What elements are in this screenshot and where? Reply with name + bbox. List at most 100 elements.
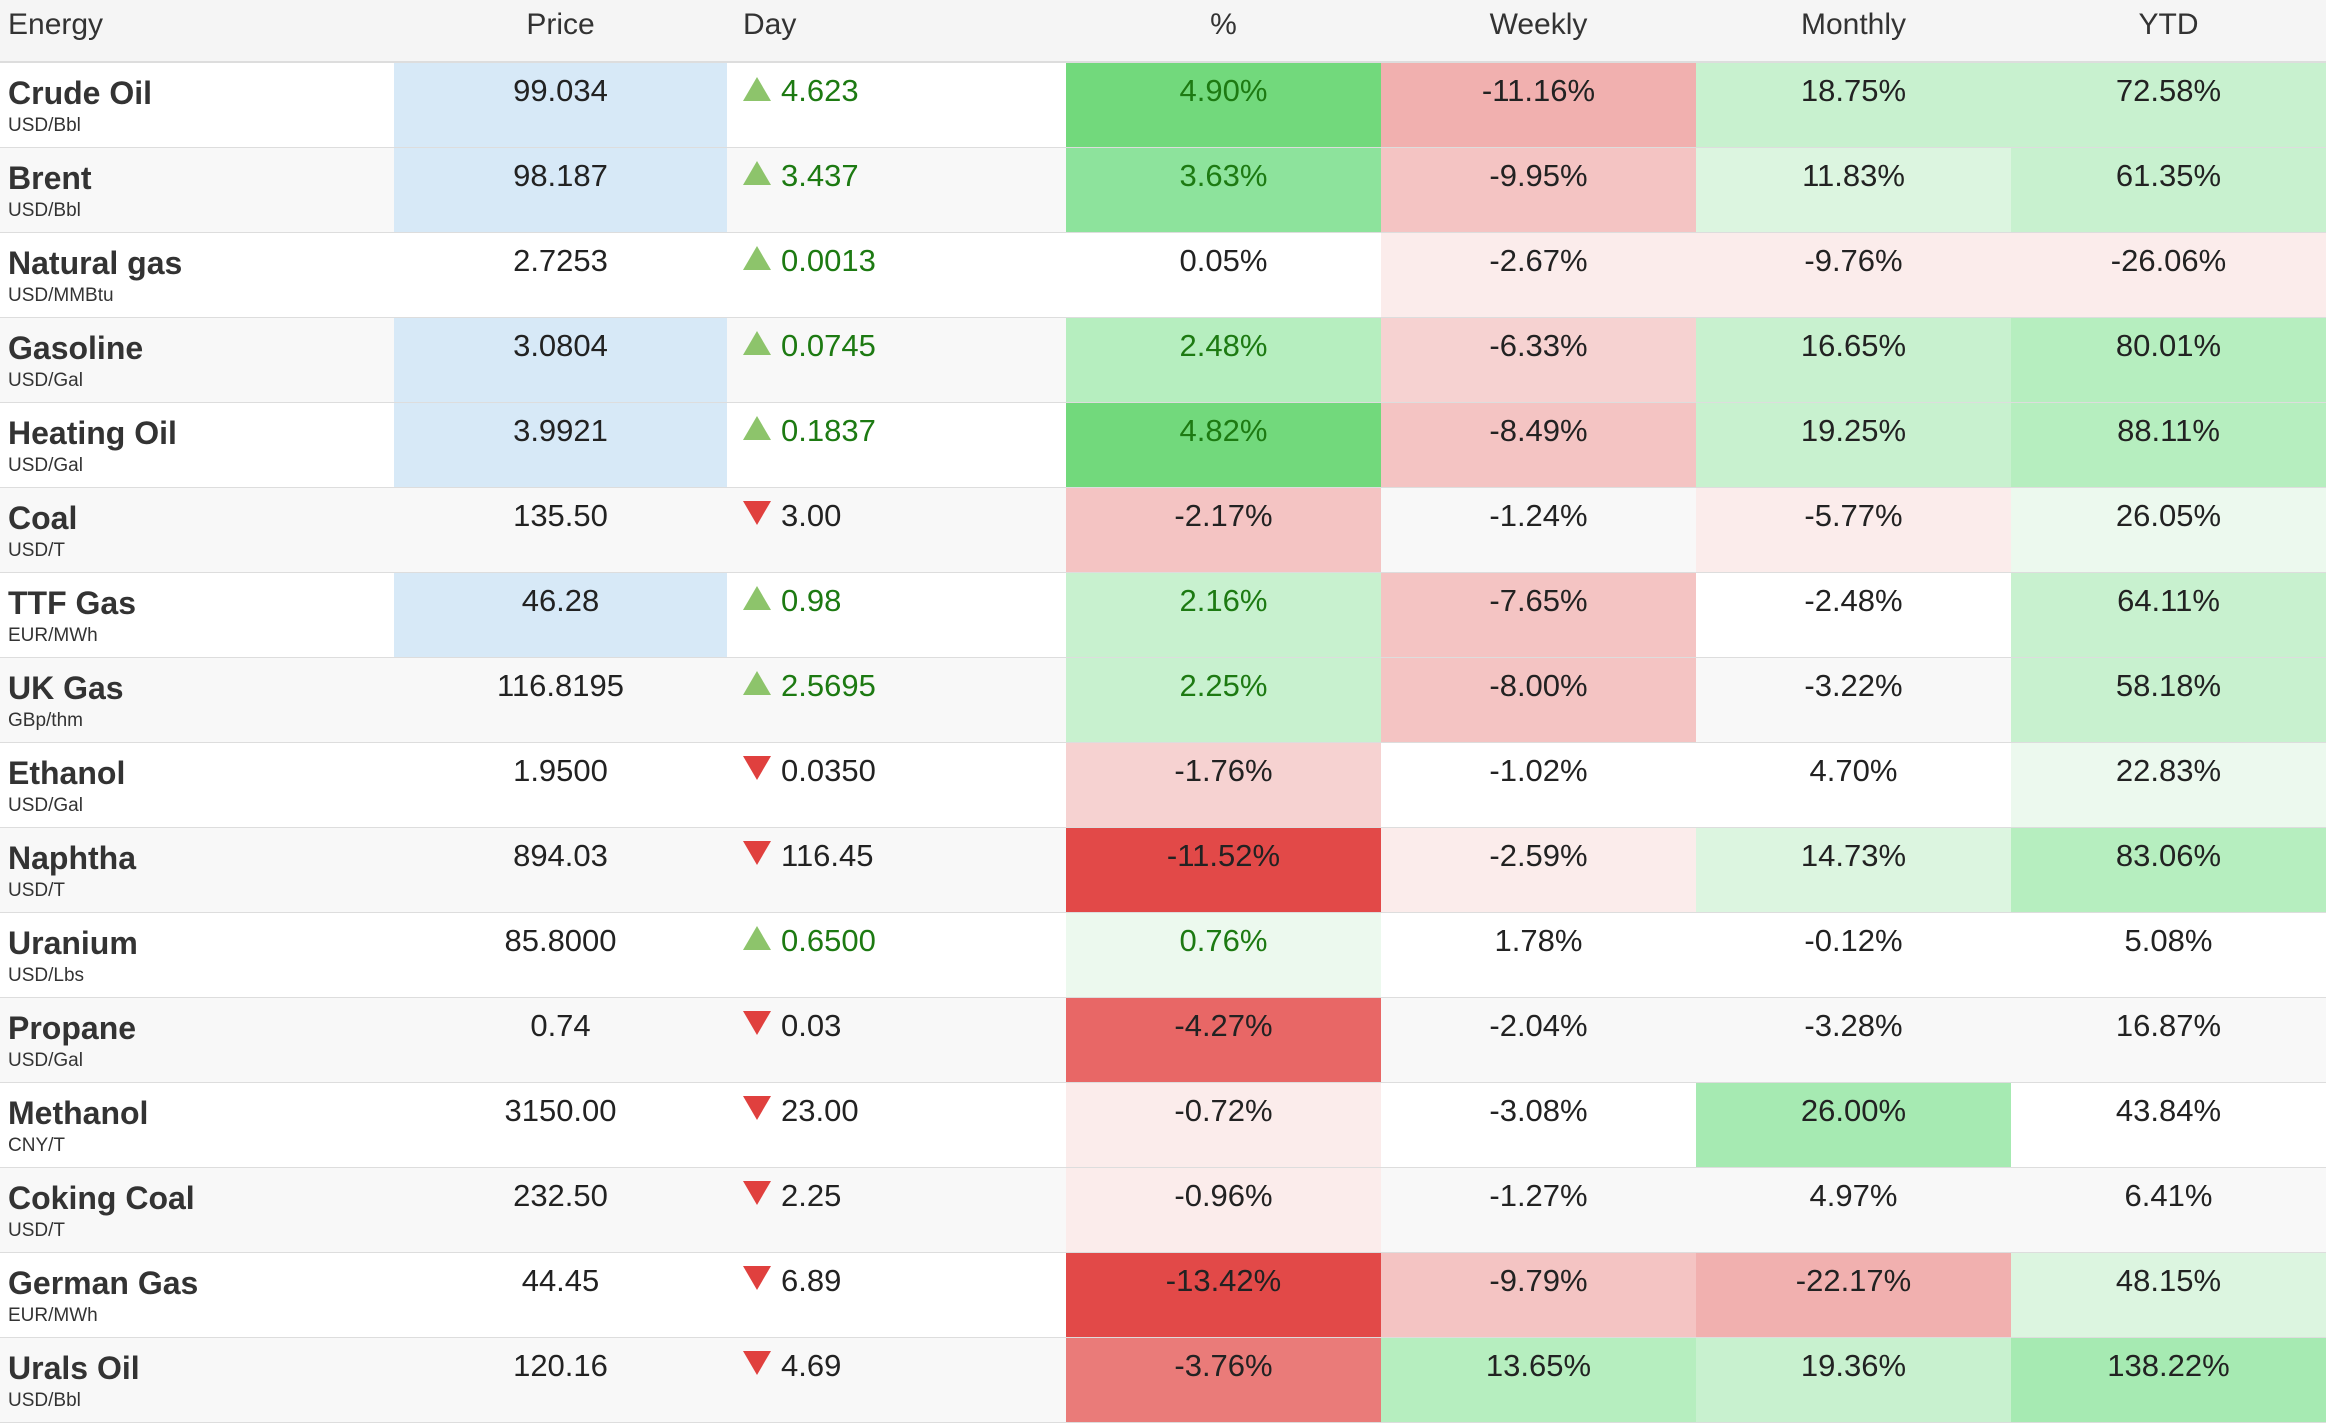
column-header-percent[interactable]: %: [1066, 0, 1381, 63]
commodity-cell: Uranium USD/Lbs: [0, 912, 394, 998]
weekly-change-cell: -7.65%: [1381, 572, 1696, 658]
monthly-change-cell: 4.97%: [1696, 1167, 2011, 1253]
triangle-up-icon: [743, 416, 771, 441]
monthly-change-cell: -0.12%: [1696, 912, 2011, 998]
weekly-change-cell: -9.95%: [1381, 147, 1696, 233]
day-change-value: 0.1837: [781, 412, 876, 448]
commodity-name-link[interactable]: Heating Oil: [8, 414, 177, 451]
weekly-change-cell: -11.16%: [1381, 62, 1696, 148]
table-row[interactable]: German Gas EUR/MWh 44.45 6.89 -13.42% -9.79% -…: [0, 1252, 2326, 1338]
day-change-cell: 4.623: [727, 62, 1066, 148]
table-row[interactable]: Brent USD/Bbl 98.187 3.437 3.63% -9.95% 11.83%…: [0, 147, 2326, 233]
commodity-name-link[interactable]: Natural gas: [8, 244, 183, 281]
commodity-unit: USD/Bbl: [8, 115, 81, 136]
commodity-name-link[interactable]: Brent: [8, 159, 92, 196]
column-header-ytd[interactable]: YTD: [2011, 0, 2326, 63]
triangle-down-icon: [743, 1266, 771, 1291]
table-row[interactable]: Crude Oil USD/Bbl 99.034 4.623 4.90% -11.16% 1…: [0, 62, 2326, 148]
monthly-change-cell: -3.22%: [1696, 657, 2011, 743]
table-row[interactable]: Methanol CNY/T 3150.00 23.00 -0.72% -3.08% 26.…: [0, 1082, 2326, 1168]
column-header-day[interactable]: Day: [727, 0, 1066, 63]
table-row[interactable]: Gasoline USD/Gal 3.0804 0.0745 2.48% -6.33% 16…: [0, 317, 2326, 403]
commodity-cell: Methanol CNY/T: [0, 1082, 394, 1168]
column-header-weekly[interactable]: Weekly: [1381, 0, 1696, 63]
table-row[interactable]: Propane USD/Gal 0.74 0.03 -4.27% -2.04% -3.28%…: [0, 997, 2326, 1083]
ytd-change-cell: -26.06%: [2011, 232, 2326, 318]
commodity-name-link[interactable]: Methanol: [8, 1094, 149, 1131]
day-change-cell: 0.0350: [727, 742, 1066, 828]
table-row[interactable]: Urals Oil USD/Bbl 120.16 4.69 -3.76% 13.65% 19…: [0, 1337, 2326, 1423]
table-row[interactable]: UK Gas GBp/thm 116.8195 2.5695 2.25% -8.00% -3…: [0, 657, 2326, 743]
price-cell: 99.034: [394, 62, 727, 148]
ytd-change-cell: 22.83%: [2011, 742, 2326, 828]
commodity-cell: Heating Oil USD/Gal: [0, 402, 394, 488]
commodity-name-link[interactable]: UK Gas: [8, 669, 124, 706]
commodity-unit: USD/T: [8, 879, 65, 901]
day-change-value: 0.98: [781, 582, 842, 618]
triangle-up-icon: [743, 926, 771, 951]
commodity-unit: EUR/MWh: [8, 624, 98, 646]
day-change-cell: 0.03: [727, 997, 1066, 1083]
table-header-row: Energy Price Day % Weekly Monthly YTD: [0, 0, 2326, 63]
price-cell: 0.74: [394, 997, 727, 1083]
commodity-name-link[interactable]: Ethanol: [8, 754, 126, 791]
commodity-cell: Coal USD/T: [0, 487, 394, 573]
table-row[interactable]: Coking Coal USD/T 232.50 2.25 -0.96% -1.27% 4.…: [0, 1167, 2326, 1253]
day-change-value: 116.45: [781, 837, 874, 873]
price-cell: 120.16: [394, 1337, 727, 1423]
triangle-down-icon: [743, 841, 771, 866]
commodity-name-link[interactable]: Naphtha: [8, 839, 136, 876]
commodity-cell: Natural gas USD/MMBtu: [0, 232, 394, 318]
commodity-name-link[interactable]: German Gas: [8, 1264, 199, 1301]
percent-change-cell: -3.76%: [1066, 1337, 1381, 1423]
percent-change-cell: -2.17%: [1066, 487, 1381, 573]
table-row[interactable]: Ethanol USD/Gal 1.9500 0.0350 -1.76% -1.02% 4.…: [0, 742, 2326, 828]
table-row[interactable]: Natural gas USD/MMBtu 2.7253 0.0013 0.05% -2.…: [0, 232, 2326, 318]
table-row[interactable]: Naphtha USD/T 894.03 116.45 -11.52% -2.59% 14.…: [0, 827, 2326, 913]
triangle-down-icon: [743, 1096, 771, 1121]
column-header-monthly[interactable]: Monthly: [1696, 0, 2011, 63]
commodity-name-link[interactable]: Crude Oil: [8, 75, 153, 111]
column-header-energy[interactable]: Energy: [0, 0, 394, 63]
triangle-up-icon: [743, 586, 771, 611]
percent-change-cell: 3.63%: [1066, 147, 1381, 233]
percent-change-cell: -0.96%: [1066, 1167, 1381, 1253]
price-cell: 3.9921: [394, 402, 727, 488]
commodity-name-link[interactable]: Propane: [8, 1009, 137, 1046]
commodity-unit: USD/Gal: [8, 794, 83, 816]
commodity-cell: Gasoline USD/Gal: [0, 317, 394, 403]
day-change-cell: 6.89: [727, 1252, 1066, 1338]
price-cell: 44.45: [394, 1252, 727, 1338]
day-change-cell: 4.69: [727, 1337, 1066, 1423]
price-cell: 85.8000: [394, 912, 727, 998]
commodity-name-link[interactable]: Urals Oil: [8, 1349, 140, 1386]
day-change-cell: 116.45: [727, 827, 1066, 913]
price-cell: 232.50: [394, 1167, 727, 1253]
price-cell: 894.03: [394, 827, 727, 913]
commodity-unit: USD/Lbs: [8, 964, 85, 986]
price-cell: 2.7253: [394, 232, 727, 318]
commodity-unit: USD/MMBtu: [8, 284, 114, 306]
ytd-change-cell: 61.35%: [2011, 147, 2326, 233]
table-row[interactable]: TTF Gas EUR/MWh 46.28 0.98 2.16% -7.65% -2.48%…: [0, 572, 2326, 658]
monthly-change-cell: 4.70%: [1696, 742, 2011, 828]
commodity-name-link[interactable]: Gasoline: [8, 329, 144, 366]
column-header-price[interactable]: Price: [394, 0, 727, 63]
commodity-cell: Ethanol USD/Gal: [0, 742, 394, 828]
weekly-change-cell: -3.08%: [1381, 1082, 1696, 1168]
commodity-name-link[interactable]: Coking Coal: [8, 1179, 195, 1216]
day-change-value: 2.5695: [781, 667, 876, 703]
commodity-name-link[interactable]: TTF Gas: [8, 584, 137, 621]
commodity-cell: Brent USD/Bbl: [0, 147, 394, 233]
weekly-change-cell: -2.59%: [1381, 827, 1696, 913]
commodity-name-link[interactable]: Coal: [8, 499, 78, 536]
weekly-change-cell: -8.49%: [1381, 402, 1696, 488]
commodity-cell: TTF Gas EUR/MWh: [0, 572, 394, 658]
commodity-cell: Coking Coal USD/T: [0, 1167, 394, 1253]
table-row[interactable]: Heating Oil USD/Gal 3.9921 0.1837 4.82% -8.49…: [0, 402, 2326, 488]
commodity-name-link[interactable]: Uranium: [8, 924, 138, 961]
percent-change-cell: 0.76%: [1066, 912, 1381, 998]
commodity-unit: USD/Gal: [8, 1049, 83, 1071]
table-row[interactable]: Uranium USD/Lbs 85.8000 0.6500 0.76% 1.78% -0.…: [0, 912, 2326, 998]
table-row[interactable]: Coal USD/T 135.50 3.00 -2.17% -1.24% -5.77% 26.…: [0, 487, 2326, 573]
